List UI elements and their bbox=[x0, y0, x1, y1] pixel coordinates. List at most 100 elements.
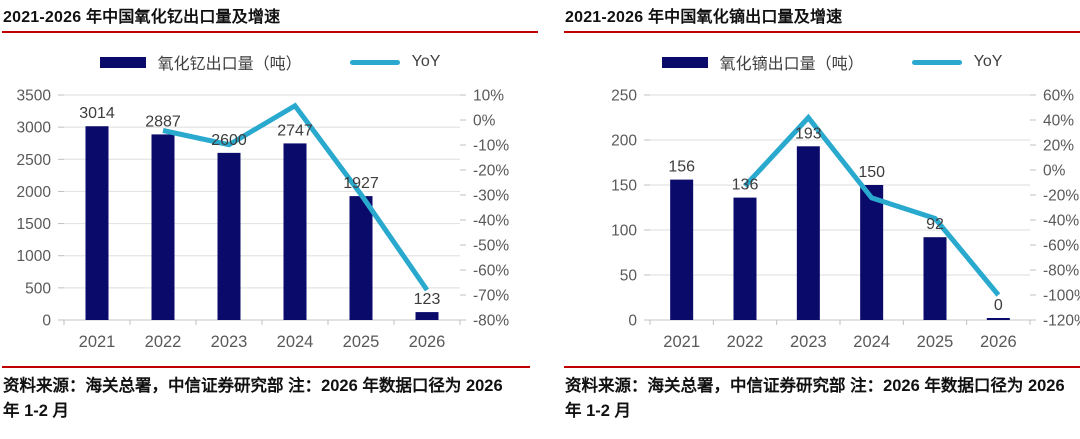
x-axis-category-label: 2026 bbox=[980, 333, 1017, 351]
right-axis-tick-label: -70% bbox=[473, 288, 509, 305]
title-underline-rule bbox=[564, 31, 1080, 33]
combo-chart-yttrium: 3500 3000 2500 2000 1500 1000 500 0 10% 0% -10% -20… bbox=[2, 75, 538, 360]
bar-2021 bbox=[85, 126, 109, 320]
bar-value-label: 2600 bbox=[211, 132, 247, 149]
chart-legend: 氧化钇出口量（吨） YoY bbox=[2, 51, 538, 73]
panel-title: 2021-2026 年中国氧化镝出口量及增速 bbox=[565, 9, 843, 26]
left-axis-tick-label: 1000 bbox=[17, 248, 52, 265]
x-axis-category-label: 2025 bbox=[917, 333, 954, 351]
left-axis-tick-label: 2500 bbox=[17, 152, 52, 169]
right-axis-tick-label: -100% bbox=[1043, 288, 1080, 305]
right-axis-tick-label: 10% bbox=[473, 88, 504, 105]
bar-value-label: 136 bbox=[732, 177, 759, 194]
right-axis-tick-label: 40% bbox=[1043, 113, 1074, 130]
line-series-label: YoY bbox=[411, 53, 441, 70]
bar-value-label: 2887 bbox=[145, 113, 181, 130]
legend-item-bars: 氧化钇出口量（吨） bbox=[99, 50, 302, 74]
left-axis-tick-label: 3000 bbox=[17, 120, 52, 137]
right-axis-tick-label: -40% bbox=[473, 213, 509, 230]
combo-chart-svg: 250 200 150 100 50 0 60% 40% 20% 0% -20% -40% -60% -8… bbox=[611, 88, 1080, 352]
left-axis-tick-label: 200 bbox=[611, 133, 637, 150]
bar-2023 bbox=[796, 146, 820, 320]
right-axis-tick-label: -80% bbox=[473, 313, 509, 330]
x-axis-category-label: 2024 bbox=[277, 333, 314, 351]
bar-2023 bbox=[217, 152, 241, 320]
x-axis-category-label: 2021 bbox=[79, 333, 116, 351]
left-axis-tick-label: 2000 bbox=[17, 184, 52, 201]
bar-2024 bbox=[283, 143, 307, 320]
left-axis-tick-label: 500 bbox=[25, 280, 51, 297]
source-note: 资料来源：海关总署，中信证券研究部 注：2026 年数据口径为 2026 年 1… bbox=[2, 366, 530, 424]
x-axis-category-label: 2021 bbox=[663, 333, 700, 351]
chart-panel-yttrium-oxide: 2021-2026 年中国氧化钇出口量及增速 氧化钇出口量（吨） YoY 350… bbox=[2, 2, 538, 424]
bar-series-swatch bbox=[661, 56, 708, 68]
x-axis-category-label: 2025 bbox=[343, 333, 380, 351]
left-axis-tick-label: 1500 bbox=[17, 216, 52, 233]
legend-item-line: YoY bbox=[349, 53, 441, 71]
right-axis-tick-label: 0% bbox=[473, 113, 496, 130]
right-axis-tick-label: -80% bbox=[1043, 263, 1079, 280]
bar-value-label: 92 bbox=[926, 216, 944, 233]
bar-2021 bbox=[670, 179, 694, 320]
title-underline-rule bbox=[2, 31, 538, 33]
right-axis-tick-label: -40% bbox=[1043, 213, 1079, 230]
bar-2025 bbox=[923, 237, 947, 320]
right-axis-tick-label: -60% bbox=[1043, 238, 1079, 255]
bar-value-label: 2747 bbox=[277, 122, 313, 139]
bar-2025 bbox=[349, 196, 373, 320]
bar-2026 bbox=[415, 312, 439, 320]
left-axis-tick-label: 50 bbox=[620, 268, 638, 285]
chart-panel-dysprosium-oxide: 2021-2026 年中国氧化镝出口量及增速 氧化镝出口量（吨） YoY 250… bbox=[564, 2, 1080, 424]
bar-2024 bbox=[860, 185, 884, 320]
right-axis-tick-label: -20% bbox=[1043, 188, 1079, 205]
right-axis-tick-label: -50% bbox=[473, 238, 509, 255]
right-axis-tick-label: -30% bbox=[473, 188, 509, 205]
source-note-text: 资料来源：海关总署，中信证券研究部 注：2026 年数据口径为 2026 年 1… bbox=[565, 377, 1065, 420]
x-axis-category-label: 2023 bbox=[790, 333, 827, 351]
right-axis-tick-label: -60% bbox=[473, 263, 509, 280]
panel-title: 2021-2026 年中国氧化钇出口量及增速 bbox=[3, 9, 281, 26]
left-axis-tick-label: 100 bbox=[611, 223, 637, 240]
line-series-label: YoY bbox=[973, 53, 1003, 70]
x-axis-category-label: 2024 bbox=[853, 333, 890, 351]
source-note-text: 资料来源：海关总署，中信证券研究部 注：2026 年数据口径为 2026 年 1… bbox=[3, 377, 503, 420]
right-axis-tick-label: 60% bbox=[1043, 88, 1074, 105]
bar-value-label: 0 bbox=[994, 297, 1003, 314]
bar-value-label: 123 bbox=[414, 291, 441, 308]
line-series-swatch bbox=[349, 59, 400, 65]
x-axis-category-label: 2026 bbox=[409, 333, 446, 351]
left-axis-tick-label: 150 bbox=[611, 178, 637, 195]
bar-2022 bbox=[151, 134, 175, 320]
right-axis-tick-label: 20% bbox=[1043, 138, 1074, 155]
report-figures-row: 2021-2026 年中国氧化钇出口量及增速 氧化钇出口量（吨） YoY 350… bbox=[2, 2, 1080, 424]
yoy-line bbox=[743, 113, 1001, 297]
right-axis-tick-label: 0% bbox=[1043, 163, 1066, 180]
bar-value-label: 150 bbox=[858, 164, 885, 181]
bar-value-label: 156 bbox=[668, 159, 695, 176]
bar-value-label: 193 bbox=[795, 125, 822, 142]
left-axis-tick-label: 0 bbox=[628, 313, 637, 330]
right-axis-tick-label: -20% bbox=[473, 163, 509, 180]
source-note: 资料来源：海关总署，中信证券研究部 注：2026 年数据口径为 2026 年 1… bbox=[564, 366, 1080, 424]
legend-item-line: YoY bbox=[911, 53, 1003, 71]
combo-chart-dysprosium: 250 200 150 100 50 0 60% 40% 20% 0% -20% -40% -60% -8… bbox=[564, 75, 1080, 360]
x-axis-category-label: 2022 bbox=[727, 333, 764, 351]
yoy-line bbox=[162, 102, 430, 292]
bar-value-label: 1927 bbox=[343, 175, 379, 192]
bar-2022 bbox=[733, 197, 757, 320]
left-axis-tick-label: 3500 bbox=[17, 88, 52, 105]
right-axis-tick-label: -10% bbox=[473, 138, 509, 155]
left-axis-tick-label: 0 bbox=[42, 313, 51, 330]
bar-2026 bbox=[986, 318, 1010, 320]
line-series-swatch bbox=[911, 59, 962, 65]
x-axis-category-label: 2023 bbox=[211, 333, 248, 351]
legend-item-bars: 氧化镝出口量（吨） bbox=[661, 50, 864, 74]
left-axis-tick-label: 250 bbox=[611, 88, 637, 105]
x-axis-category-label: 2022 bbox=[145, 333, 182, 351]
chart-legend: 氧化镝出口量（吨） YoY bbox=[564, 51, 1080, 73]
bar-series-label: 氧化钇出口量（吨） bbox=[157, 56, 302, 73]
bar-value-label: 3014 bbox=[79, 105, 115, 122]
right-axis-tick-label: -120% bbox=[1043, 313, 1080, 330]
bar-series-swatch bbox=[99, 56, 146, 68]
bar-series-label: 氧化镝出口量（吨） bbox=[719, 56, 864, 73]
